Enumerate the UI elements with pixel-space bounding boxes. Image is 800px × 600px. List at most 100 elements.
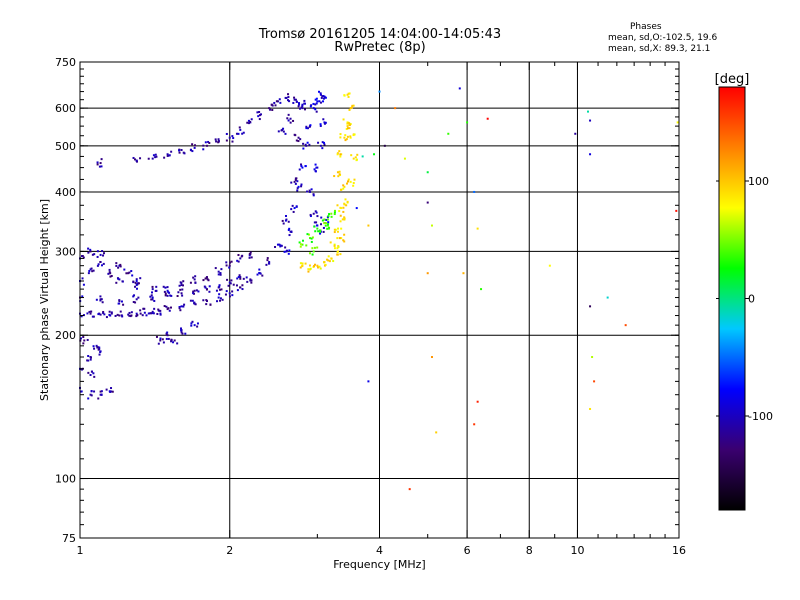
data-point (348, 92, 351, 95)
data-point (326, 224, 329, 227)
data-point (157, 309, 160, 312)
data-point (258, 271, 261, 274)
data-point (100, 165, 103, 168)
data-point (319, 230, 322, 233)
data-point (139, 277, 142, 280)
data-point (574, 132, 577, 135)
data-point (278, 243, 281, 246)
data-point (342, 184, 345, 187)
data-point (93, 253, 96, 256)
data-point (108, 271, 111, 274)
data-point (282, 222, 285, 225)
data-point (87, 272, 90, 275)
data-point (310, 188, 313, 191)
data-point (180, 148, 183, 151)
data-point (274, 245, 277, 248)
data-point (296, 189, 299, 192)
data-point (181, 294, 184, 297)
data-point (241, 254, 244, 257)
data-point (111, 390, 114, 393)
data-point (300, 243, 303, 246)
data-point (312, 193, 315, 196)
data-point (346, 93, 349, 96)
data-point (278, 98, 281, 101)
data-point (88, 270, 91, 273)
data-point (349, 107, 352, 110)
data-point (328, 260, 331, 263)
data-point (322, 100, 325, 103)
data-point (284, 214, 287, 217)
data-point (139, 157, 142, 160)
data-point (165, 332, 168, 335)
data-point (249, 251, 252, 254)
data-point (394, 107, 397, 110)
x-tick-label: 1 (77, 544, 84, 557)
data-point (462, 272, 465, 275)
data-point (319, 92, 322, 95)
data-point (120, 300, 123, 303)
data-point (90, 310, 93, 313)
data-point (279, 244, 282, 247)
data-point (273, 101, 276, 104)
data-point (309, 267, 312, 270)
data-point (141, 314, 144, 317)
data-point (352, 134, 355, 137)
data-point (345, 204, 348, 207)
data-point (241, 288, 244, 291)
data-point (327, 255, 330, 258)
data-point (196, 322, 199, 325)
data-point (327, 259, 330, 262)
data-point (324, 96, 327, 99)
phases-o-stats: mean, sd,O:-102.5, 19.6 (608, 33, 718, 43)
data-point (323, 121, 326, 124)
data-point (105, 388, 108, 391)
data-point (323, 143, 326, 146)
data-point (341, 218, 344, 221)
data-point (350, 154, 353, 157)
data-point (163, 305, 166, 308)
data-point (269, 108, 272, 111)
data-point (297, 140, 300, 143)
data-point (339, 153, 342, 156)
data-point (182, 305, 185, 308)
data-point (91, 315, 94, 318)
data-point (219, 299, 222, 302)
data-point (151, 288, 154, 291)
data-point (115, 264, 118, 267)
data-point (367, 224, 370, 227)
data-point (316, 264, 319, 267)
data-point (247, 122, 250, 125)
data-point (180, 305, 183, 308)
data-point (218, 284, 221, 287)
data-point (316, 215, 319, 218)
data-point (315, 110, 318, 113)
data-point (287, 252, 290, 255)
data-point (325, 222, 328, 225)
data-point (321, 141, 324, 144)
data-point (193, 324, 196, 327)
data-point (150, 298, 153, 301)
data-point (102, 254, 105, 257)
data-point (205, 144, 208, 147)
data-point (314, 210, 317, 213)
data-point (237, 276, 240, 279)
data-point (80, 315, 83, 318)
data-point (166, 286, 169, 289)
data-point (134, 158, 137, 161)
data-point (258, 268, 261, 271)
data-point (241, 132, 244, 135)
data-point (327, 227, 330, 230)
data-point (166, 153, 169, 156)
data-point (122, 303, 125, 306)
data-point (103, 313, 106, 316)
data-point (194, 144, 197, 147)
data-point (110, 312, 113, 315)
axes-layer: 1 2 4 6 8 10 16 75 100 200 300 400 500 600 750 Frequenc… (38, 56, 686, 571)
phases-title: Phases (630, 22, 662, 32)
data-point (316, 100, 319, 103)
data-point (180, 282, 183, 285)
data-point (83, 339, 86, 342)
data-point (163, 156, 166, 159)
data-point (306, 127, 309, 130)
data-point (294, 178, 297, 181)
